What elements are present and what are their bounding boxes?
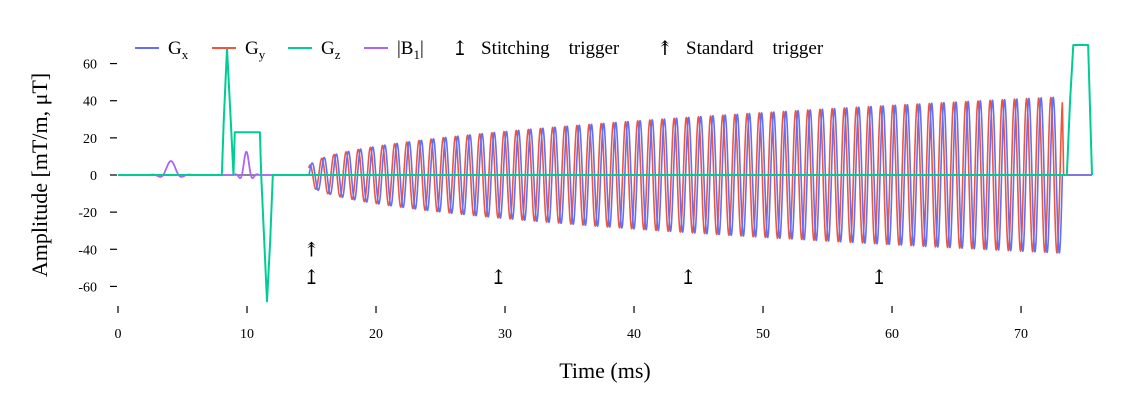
legend-Gy-label: Gy	[245, 38, 266, 62]
y-tick-label: 60	[83, 58, 97, 73]
y-tick-label: 20	[83, 132, 97, 147]
legend-standard-label: Standard trigger	[686, 38, 824, 59]
x-tick-label: 30	[498, 327, 512, 342]
legend-Gz-label: Gz	[321, 38, 341, 62]
legend: Gx Gy Gz |B1| ↥ Stitching trigger ↟ Standard tr…	[135, 38, 824, 62]
legend-standard-symbol: ↟	[657, 38, 674, 60]
legend-B1-label: |B1|	[397, 38, 424, 62]
y-tick-label: -20	[78, 206, 97, 221]
x-tick-label: 0	[115, 327, 122, 342]
stitching-trigger-marker: ↥	[490, 267, 507, 289]
y-tick-label: -60	[78, 280, 97, 295]
y-tick-label: 0	[90, 169, 97, 184]
x-tick-label: 10	[240, 327, 254, 342]
series-gz-line	[118, 44, 1093, 303]
y-tick-label: -40	[78, 243, 97, 258]
legend-Gx-label: Gx	[168, 38, 189, 62]
plot-area: ↟ ↥ ↥ ↥ ↥	[118, 44, 1093, 303]
x-tick-label: 70	[1014, 327, 1028, 342]
x-axis-label: Time (ms)	[559, 358, 650, 383]
series-gx-line	[308, 96, 1092, 254]
stitching-trigger-marker: ↥	[871, 267, 888, 289]
stitching-trigger-marker: ↥	[303, 267, 320, 289]
x-tick-label: 50	[756, 327, 770, 342]
y-tick-label: 40	[83, 95, 97, 110]
stitching-trigger-marker: ↥	[680, 267, 697, 289]
axes: 0 10 20 30 40 50 60 70 -60 -40 -20 0 20 40 60	[78, 58, 1028, 342]
x-tick-label: 40	[627, 327, 641, 342]
x-tick-label: 60	[885, 327, 899, 342]
legend-stitching-label: Stitching trigger	[481, 38, 620, 59]
x-tick-label: 20	[369, 327, 383, 342]
legend-stitching-symbol: ↥	[452, 38, 469, 60]
standard-trigger-marker: ↟	[303, 239, 320, 261]
y-axis-label: Amplitude [mT/m, μT]	[27, 73, 52, 277]
